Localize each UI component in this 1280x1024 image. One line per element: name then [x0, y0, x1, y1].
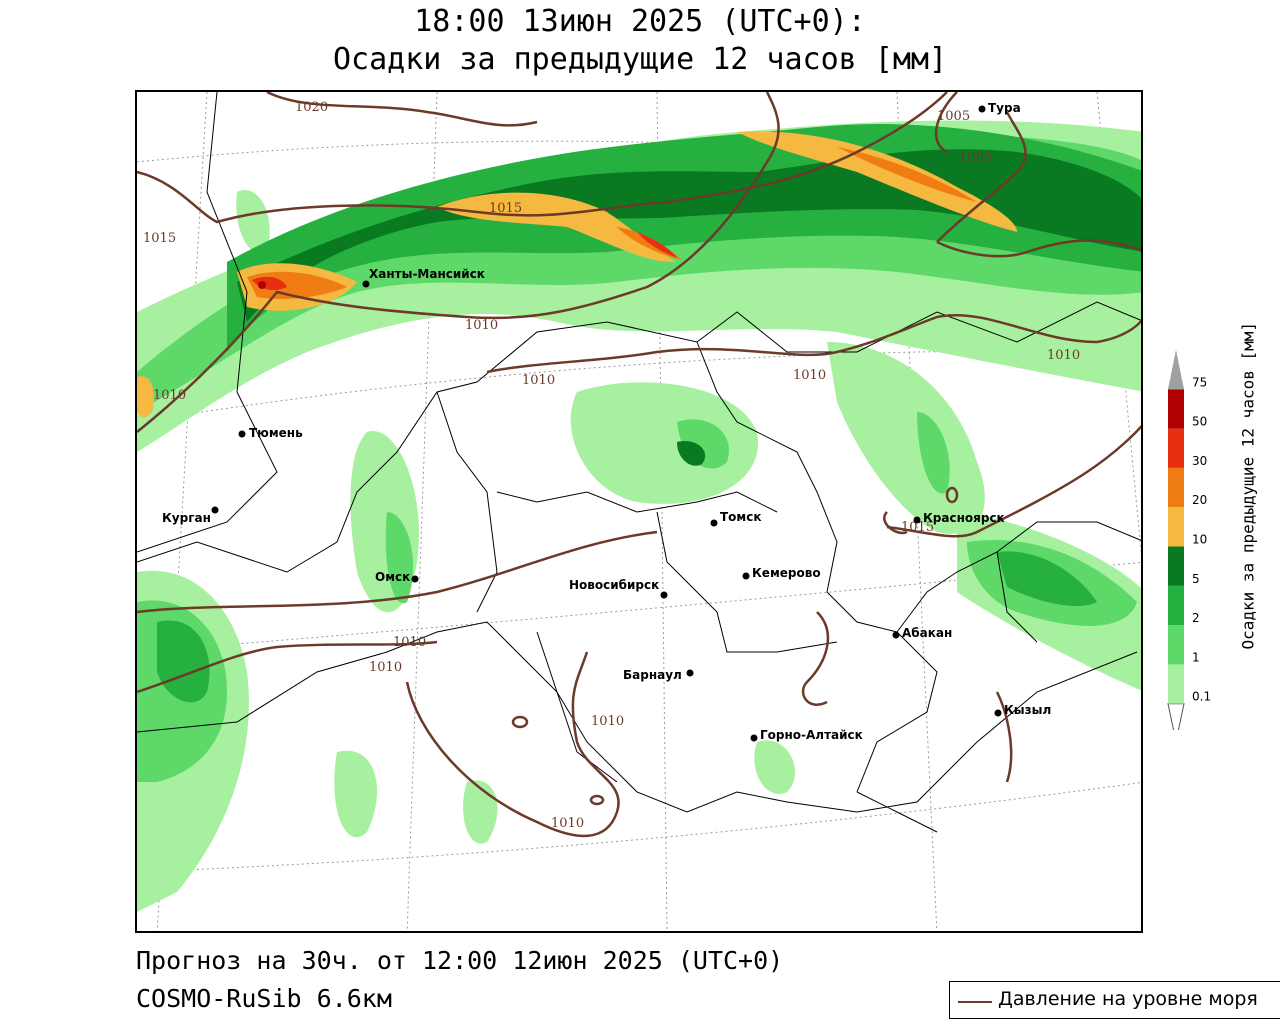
- city-label: Кызыл: [1004, 703, 1051, 717]
- colorbar-tick-label: 75: [1192, 375, 1207, 389]
- city-marker: [742, 572, 750, 580]
- isobar-label: 1020: [295, 100, 328, 115]
- precipitation-map: 1020 1015 1015 1010 1010 1010 1010 1010 …: [137, 92, 1141, 931]
- colorbar-label: Осадки за предыдущие 12 часов [мм]: [1238, 321, 1258, 650]
- city-label: Тура: [988, 101, 1021, 115]
- isobar-label: 1010: [153, 388, 186, 403]
- city-abakan[interactable]: Абакан: [892, 626, 953, 640]
- city-marker: [978, 105, 986, 113]
- isobar-label: 1010: [793, 368, 826, 383]
- city-kyzyl[interactable]: Кызыл: [994, 703, 1052, 717]
- city-marker: [994, 709, 1002, 717]
- city-novosibirsk[interactable]: Новосибирск: [569, 578, 668, 599]
- colorbar-tick-label: 30: [1192, 454, 1207, 468]
- isobar-label: 1010: [551, 816, 584, 831]
- city-label: Тюмень: [249, 426, 303, 440]
- isobar-legend-label: Давление на уровне моря: [998, 988, 1258, 1010]
- forecast-info: Прогноз на 30ч. от 12:00 12июн 2025 (UTC…: [136, 946, 784, 975]
- city-label: Омск: [375, 570, 410, 584]
- city-marker: [913, 516, 921, 524]
- colorbar-tick-label: 50: [1192, 415, 1207, 429]
- city-marker: [686, 669, 694, 677]
- city-marker: [238, 430, 246, 438]
- map-title-variable: Осадки за предыдущие 12 часов [мм]: [332, 42, 948, 77]
- city-tomsk[interactable]: Томск: [710, 510, 762, 527]
- city-omsk[interactable]: Омск: [375, 570, 419, 584]
- isobar-label: 1010: [393, 635, 426, 650]
- city-marker: [211, 506, 219, 514]
- isobar-label: 1015: [901, 520, 934, 535]
- city-marker: [660, 591, 668, 599]
- city-label: Ханты-Мансийск: [369, 267, 485, 281]
- isobar-label: 1010: [522, 373, 555, 388]
- colorbar-cell: [1168, 546, 1184, 586]
- colorbar-cell: [1168, 467, 1184, 508]
- isobar-label: 1010: [369, 660, 402, 675]
- colorbar-cell: [1168, 585, 1184, 626]
- colorbar-cell: [1168, 664, 1184, 704]
- isobar-label: 1015: [489, 201, 522, 216]
- isobar-label: 1010: [1047, 348, 1080, 363]
- city-kurgan[interactable]: Курган: [162, 506, 219, 526]
- colorbar-cell: [1168, 507, 1184, 547]
- isobar-label: 1005: [959, 150, 992, 165]
- colorbar-tick-label: 2: [1192, 611, 1200, 625]
- city-marker: [892, 631, 900, 639]
- map-panel: 1020 1015 1015 1010 1010 1010 1010 1010 …: [135, 90, 1143, 933]
- colorbar-low-extension: [1167, 703, 1185, 730]
- city-label: Абакан: [902, 626, 952, 640]
- city-gorno-altaysk[interactable]: Горно-Алтайск: [750, 728, 863, 742]
- colorbar-tick-label: 0.1: [1192, 690, 1211, 704]
- city-marker: [411, 575, 419, 583]
- city-label: Горно-Алтайск: [760, 728, 863, 742]
- city-label: Томск: [720, 510, 762, 524]
- colorbar-cell: [1168, 389, 1184, 429]
- city-marker: [362, 280, 370, 288]
- isobar-legend-swatch: [958, 1001, 992, 1003]
- colorbar-tick-label: 1: [1192, 650, 1200, 664]
- colorbar-cell: [1168, 428, 1184, 468]
- isobar-legend: Давление на уровне моря: [949, 981, 1280, 1019]
- isobar-label: 1015: [143, 231, 176, 246]
- city-marker: [750, 734, 758, 742]
- colorbar-cell: [1168, 350, 1184, 390]
- precip-peak: [258, 281, 266, 289]
- colorbar-cell: [1168, 625, 1184, 665]
- city-label: Барнаул: [623, 668, 682, 682]
- colorbar-ticks: 0.1 1 2 5 10 20 30 50 75: [1192, 375, 1211, 703]
- model-name: COSMO-RuSib 6.6км: [136, 984, 392, 1013]
- colorbar-tick-label: 5: [1192, 572, 1200, 586]
- colorbar-tick-label: 20: [1192, 493, 1207, 507]
- city-barnaul[interactable]: Барнаул: [623, 668, 694, 682]
- city-tura[interactable]: Тура: [978, 101, 1021, 115]
- colorbar-cells: [1167, 350, 1185, 730]
- isobar-label: 1010: [591, 714, 624, 729]
- isobar-labels: 1020 1015 1015 1010 1010 1010 1010 1010 …: [143, 100, 1080, 831]
- map-title-time: 18:00 13июн 2025 (UTC+0):: [414, 4, 866, 39]
- coastline-blobs: [511, 486, 959, 806]
- colorbar-tick-label: 10: [1192, 533, 1207, 547]
- region-borders: [137, 92, 1141, 833]
- isobar-label: 1005: [937, 109, 970, 124]
- city-label: Курган: [162, 511, 211, 525]
- city-khanty-mansiysk[interactable]: Ханты-Мансийск: [362, 267, 485, 288]
- city-label: Кемерово: [752, 566, 821, 580]
- city-kemerovo[interactable]: Кемерово: [742, 566, 821, 580]
- city-label: Новосибирск: [569, 578, 659, 592]
- city-marker: [710, 519, 718, 527]
- city-krasnoyarsk[interactable]: Красноярск: [913, 511, 1005, 525]
- city-tyumen[interactable]: Тюмень: [238, 426, 304, 440]
- cities: Тура Ханты-Мансийск Тюмень Курган Омск Т…: [162, 101, 1051, 742]
- isobar-label: 1010: [465, 318, 498, 333]
- precip-colorbar: 0.1 1 2 5 10 20 30 50 75: [1167, 350, 1211, 730]
- isobars: [137, 92, 1141, 838]
- city-label: Красноярск: [923, 511, 1005, 525]
